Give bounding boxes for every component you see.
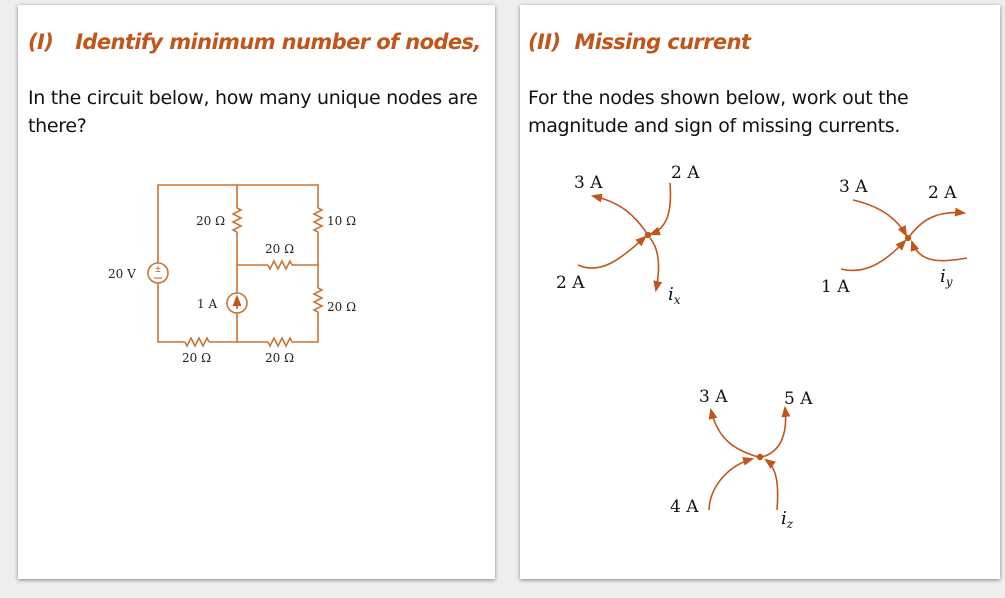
resistor-10 bbox=[312, 207, 324, 233]
resistor-label: 20 Ω bbox=[196, 214, 225, 228]
panel-node-count bbox=[18, 5, 495, 579]
svg-text:1 A: 1 A bbox=[821, 277, 850, 297]
node-y: 3 A 2 A 1 A iy bbox=[821, 177, 968, 297]
resistor-label: 20 Ω bbox=[182, 351, 211, 365]
node-x: 3 A 2 A 2 A ix bbox=[556, 163, 700, 307]
resistor-20-left bbox=[231, 207, 243, 233]
resistor-label: 10 Ω bbox=[327, 214, 356, 228]
svg-text:4 A: 4 A bbox=[670, 497, 699, 517]
wire bbox=[157, 184, 319, 263]
left-panel-title: (I) Identify minimum number of nodes, bbox=[28, 30, 481, 54]
unknown-current: ix bbox=[668, 284, 681, 307]
resistor-label: 20 Ω bbox=[265, 242, 294, 256]
unknown-current: iy bbox=[940, 266, 953, 289]
right-panel-question: For the nodes shown below, work out the … bbox=[528, 87, 909, 137]
resistor-20-bottom-right bbox=[267, 336, 293, 348]
panel-missing-current bbox=[520, 5, 1000, 579]
svg-text:2 A: 2 A bbox=[556, 273, 585, 293]
svg-text:2 A: 2 A bbox=[928, 183, 957, 203]
left-panel-question: In the circuit below, how many unique no… bbox=[28, 87, 478, 137]
node-z: 3 A 5 A 4 A iz bbox=[670, 387, 813, 531]
resistor-label: 20 Ω bbox=[327, 300, 356, 314]
resistor-label: 20 Ω bbox=[265, 351, 294, 365]
svg-text:3 A: 3 A bbox=[839, 177, 868, 197]
resistor-20-bottom-left bbox=[184, 336, 210, 348]
right-panel-title: (II) Missing current bbox=[528, 30, 751, 54]
svg-text:3 A: 3 A bbox=[574, 173, 603, 193]
circuit-diagram: ± 20 V 1 A 20 Ω 10 Ω 20 Ω 20 Ω 20 Ω 20 Ω bbox=[108, 184, 356, 365]
resistor-20-right bbox=[312, 287, 324, 313]
wire bbox=[157, 283, 319, 343]
voltage-label: 20 V bbox=[108, 267, 136, 281]
voltage-source-icon: ± bbox=[147, 262, 169, 284]
svg-text:2 A: 2 A bbox=[671, 163, 700, 183]
unknown-current: iz bbox=[781, 508, 794, 531]
current-source-icon bbox=[226, 292, 248, 314]
resistor-20-middle bbox=[267, 259, 293, 271]
svg-text:3 A: 3 A bbox=[699, 387, 728, 407]
svg-text:±: ± bbox=[155, 264, 161, 275]
svg-text:5 A: 5 A bbox=[784, 389, 813, 409]
current-label: 1 A bbox=[197, 297, 217, 311]
